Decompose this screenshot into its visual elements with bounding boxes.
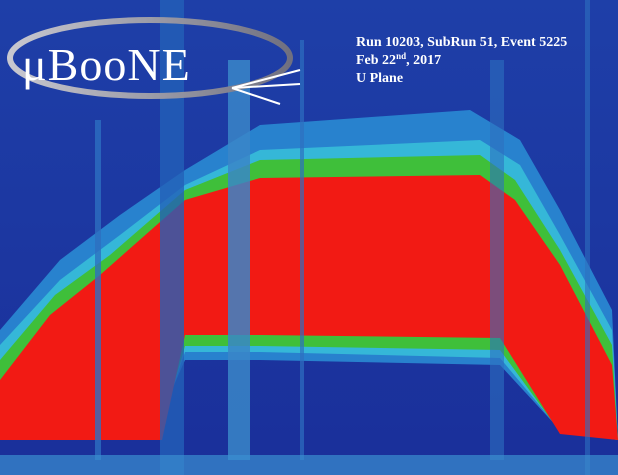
stripe bbox=[228, 60, 250, 460]
run-info: Run 10203, SubRun 51, Event 5225 bbox=[356, 35, 567, 50]
date-rest: , 2017 bbox=[406, 53, 441, 68]
date-sup: nd bbox=[396, 51, 406, 61]
date-main: Feb 22 bbox=[356, 53, 396, 68]
stripe bbox=[95, 120, 101, 460]
stripe bbox=[300, 40, 304, 460]
bottom-band bbox=[0, 455, 618, 475]
page: μBooNE Run 10203, SubRun 51, Event 5225 … bbox=[0, 0, 618, 475]
stripe bbox=[490, 60, 504, 460]
logo: μBooNE bbox=[22, 39, 191, 90]
stripe bbox=[585, 0, 590, 475]
event-display: μBooNE Run 10203, SubRun 51, Event 5225 … bbox=[0, 0, 618, 475]
plane: U Plane bbox=[356, 71, 403, 86]
